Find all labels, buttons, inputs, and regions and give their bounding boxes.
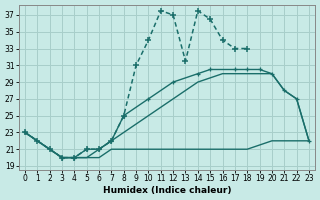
X-axis label: Humidex (Indice chaleur): Humidex (Indice chaleur) bbox=[103, 186, 231, 195]
